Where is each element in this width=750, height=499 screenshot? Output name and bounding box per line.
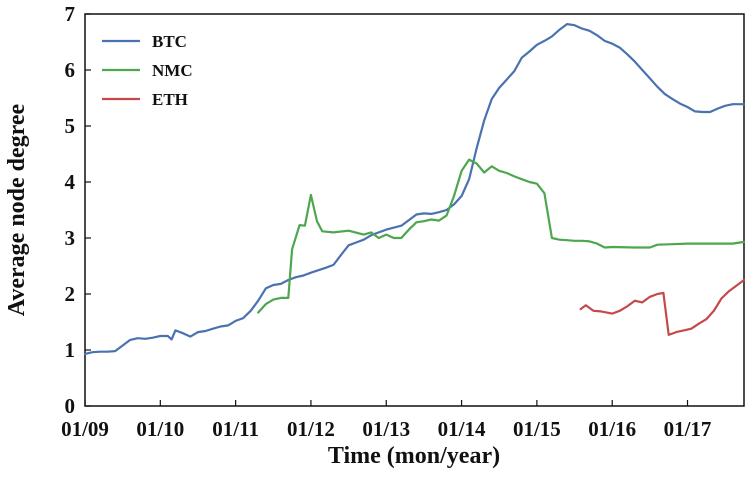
legend: BTC NMC ETH bbox=[102, 32, 193, 109]
y-tick-label: 7 bbox=[65, 2, 76, 26]
series-layer bbox=[83, 23, 746, 355]
y-tick-label: 5 bbox=[65, 114, 76, 138]
x-tick-label: 01/17 bbox=[664, 417, 712, 441]
x-tick-label: 01/10 bbox=[136, 417, 184, 441]
y-tick-label: 2 bbox=[65, 282, 76, 306]
x-tick-label: 01/12 bbox=[287, 417, 335, 441]
x-tick-label: 01/16 bbox=[588, 417, 636, 441]
series-line-eth bbox=[579, 278, 746, 336]
x-tick-label: 01/09 bbox=[61, 417, 109, 441]
y-tick-label: 1 bbox=[65, 338, 76, 362]
x-tick-label: 01/13 bbox=[362, 417, 410, 441]
y-axis-title: Average node degree bbox=[4, 103, 30, 316]
y-tick-label: 0 bbox=[65, 394, 76, 418]
x-tick-label: 01/11 bbox=[212, 417, 259, 441]
legend-label-btc: BTC bbox=[152, 32, 187, 51]
plot-frame bbox=[84, 13, 745, 407]
y-axis: 0 1 2 3 4 5 6 7 bbox=[65, 2, 91, 418]
x-tick-label: 01/14 bbox=[438, 417, 486, 441]
legend-label-eth: ETH bbox=[152, 90, 188, 109]
series-line-btc bbox=[83, 23, 746, 355]
x-tick-label: 01/15 bbox=[513, 417, 561, 441]
y-tick-label: 6 bbox=[65, 58, 76, 82]
x-axis-title: Time (mon/year) bbox=[328, 443, 500, 469]
y-tick-label: 3 bbox=[65, 226, 76, 250]
y-tick-label: 4 bbox=[65, 170, 76, 194]
series-line-nmc bbox=[257, 158, 746, 314]
x-axis: 01/09 01/10 01/11 01/12 01/13 01/14 01/15 01/16… bbox=[61, 400, 711, 441]
legend-label-nmc: NMC bbox=[152, 61, 193, 80]
